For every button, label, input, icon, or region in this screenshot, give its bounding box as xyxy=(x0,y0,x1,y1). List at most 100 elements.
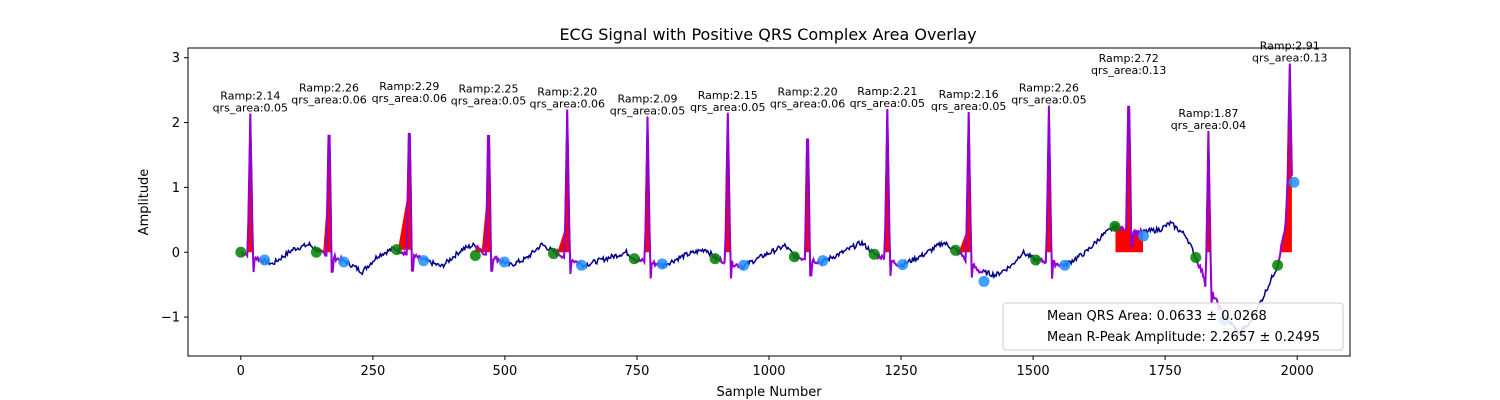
x-tick-label: 1000 xyxy=(752,364,785,379)
qrs-offset-marker xyxy=(418,255,430,267)
r-amplitude-annotation: Ramp:2.26 xyxy=(299,82,359,95)
qrs-onset-marker xyxy=(868,248,880,260)
chart-title: ECG Signal with Positive QRS Complex Are… xyxy=(559,25,976,44)
x-tick-label: 750 xyxy=(625,364,650,379)
qrs-onset-marker xyxy=(1190,251,1202,263)
legend-entry-mean-qrs-area: Mean QRS Area: 0.0633 ± 0.0268 xyxy=(1047,309,1267,324)
qrs-area-annotation: qrs_area:0.05 xyxy=(931,100,1006,113)
y-tick-label: 3 xyxy=(172,51,180,66)
r-amplitude-annotation: Ramp:2.16 xyxy=(939,88,999,101)
qrs-segment-line xyxy=(1195,130,1225,318)
qrs-segment-line xyxy=(1035,105,1066,279)
r-amplitude-annotation: Ramp:2.20 xyxy=(778,86,838,99)
qrs-area-annotation: qrs_area:0.05 xyxy=(850,97,925,110)
y-tick-label: 2 xyxy=(172,116,180,131)
r-amplitude-annotation: Ramp:2.26 xyxy=(1019,82,1079,95)
r-amplitude-annotation: Ramp:2.21 xyxy=(857,85,917,98)
qrs-onset-marker xyxy=(469,249,481,261)
r-amplitude-annotation: Ramp:2.29 xyxy=(379,80,439,93)
qrs-onset-marker xyxy=(1272,259,1284,271)
qrs-onset-marker xyxy=(949,244,961,256)
qrs-area-annotation: qrs_area:0.13 xyxy=(1091,64,1166,77)
qrs-onset-marker xyxy=(1109,220,1121,232)
x-tick-label: 1750 xyxy=(1149,364,1182,379)
qrs-segment-line xyxy=(1277,63,1293,264)
r-amplitude-annotation: Ramp:2.25 xyxy=(459,82,519,95)
qrs-onset-marker xyxy=(628,253,640,265)
qrs-offset-marker xyxy=(1059,259,1071,271)
r-amplitude-annotation: Ramp:2.91 xyxy=(1260,40,1320,53)
qrs-segment-line xyxy=(633,116,664,279)
qrs-onset-marker xyxy=(235,246,247,258)
qrs-segment-line xyxy=(955,112,985,278)
r-amplitude-annotation: Ramp:2.09 xyxy=(617,93,677,106)
x-tick-label: 2000 xyxy=(1281,364,1314,379)
x-tick-label: 0 xyxy=(237,364,245,379)
y-tick-label: 0 xyxy=(172,246,180,261)
qrs-offset-marker xyxy=(575,259,587,271)
x-tick-label: 1500 xyxy=(1017,364,1050,379)
x-tick-label: 500 xyxy=(492,364,517,379)
qrs-onset-marker xyxy=(548,248,560,260)
r-amplitude-annotation: Ramp:2.15 xyxy=(698,89,758,102)
qrs-offset-marker xyxy=(656,258,668,270)
qrs-segment-line xyxy=(475,135,505,272)
r-amplitude-annotation: Ramp:2.14 xyxy=(220,89,280,102)
qrs-onset-marker xyxy=(788,251,800,263)
qrs-area-annotation: qrs_area:0.06 xyxy=(291,94,366,107)
qrs-area-annotation: qrs_area:0.06 xyxy=(530,98,605,111)
r-amplitude-annotation: Ramp:1.87 xyxy=(1178,107,1238,120)
qrs-offset-marker xyxy=(1137,230,1149,242)
qrs-offset-marker xyxy=(817,255,829,267)
legend-entry-mean-r-peak-amplitude: Mean R-Peak Amplitude: 2.2657 ± 0.2495 xyxy=(1047,330,1320,345)
y-axis-label: Amplitude xyxy=(137,169,152,236)
qrs-area-fill xyxy=(1115,106,1143,253)
qrs-onset-marker xyxy=(391,244,403,256)
qrs-onset-marker xyxy=(1030,254,1042,266)
legend: Mean QRS Area: 0.0633 ± 0.0268 Mean R-Pe… xyxy=(1002,302,1344,351)
qrs-segment-line xyxy=(1114,105,1144,248)
qrs-area-annotation: qrs_area:0.05 xyxy=(451,94,526,107)
qrs-area-annotation: qrs_area:0.05 xyxy=(690,101,765,114)
qrs-offset-marker xyxy=(498,256,510,268)
qrs-area-annotation: qrs_area:0.06 xyxy=(372,92,447,105)
qrs-segment-line xyxy=(396,132,425,272)
qrs-offset-marker xyxy=(738,259,750,271)
x-tick-label: 1250 xyxy=(884,364,917,379)
y-axis: −1 0 1 2 3 xyxy=(161,51,188,326)
qrs-area-annotation: qrs_area:0.04 xyxy=(1171,119,1246,132)
qrs-segment-line xyxy=(714,112,745,279)
qrs-onset-marker xyxy=(709,253,721,265)
legend-box xyxy=(1002,302,1344,351)
y-tick-label: 1 xyxy=(172,181,180,196)
qrs-offset-marker xyxy=(897,259,909,271)
x-axis: 0 250 500 750 1000 1250 1500 1750 2000 xyxy=(237,356,1314,379)
qrs-area-annotation: qrs_area:0.13 xyxy=(1252,52,1327,65)
qrs-onset-marker xyxy=(310,246,322,258)
r-amplitude-annotation: Ramp:2.72 xyxy=(1099,52,1159,65)
qrs-area-annotation: qrs_area:0.06 xyxy=(770,98,845,111)
y-tick-label: −1 xyxy=(161,311,180,326)
qrs-offset-marker xyxy=(1288,176,1300,188)
qrs-offset-marker xyxy=(978,275,990,287)
qrs-offset-marker xyxy=(259,254,271,266)
x-axis-label: Sample Number xyxy=(716,385,822,400)
qrs-offset-marker xyxy=(338,256,350,268)
qrs-area-annotation: qrs_area:0.05 xyxy=(213,101,288,114)
plot-area: Ramp:2.14qrs_area:0.05Ramp:2.26qrs_area:… xyxy=(213,40,1328,335)
x-tick-label: 250 xyxy=(360,364,385,379)
